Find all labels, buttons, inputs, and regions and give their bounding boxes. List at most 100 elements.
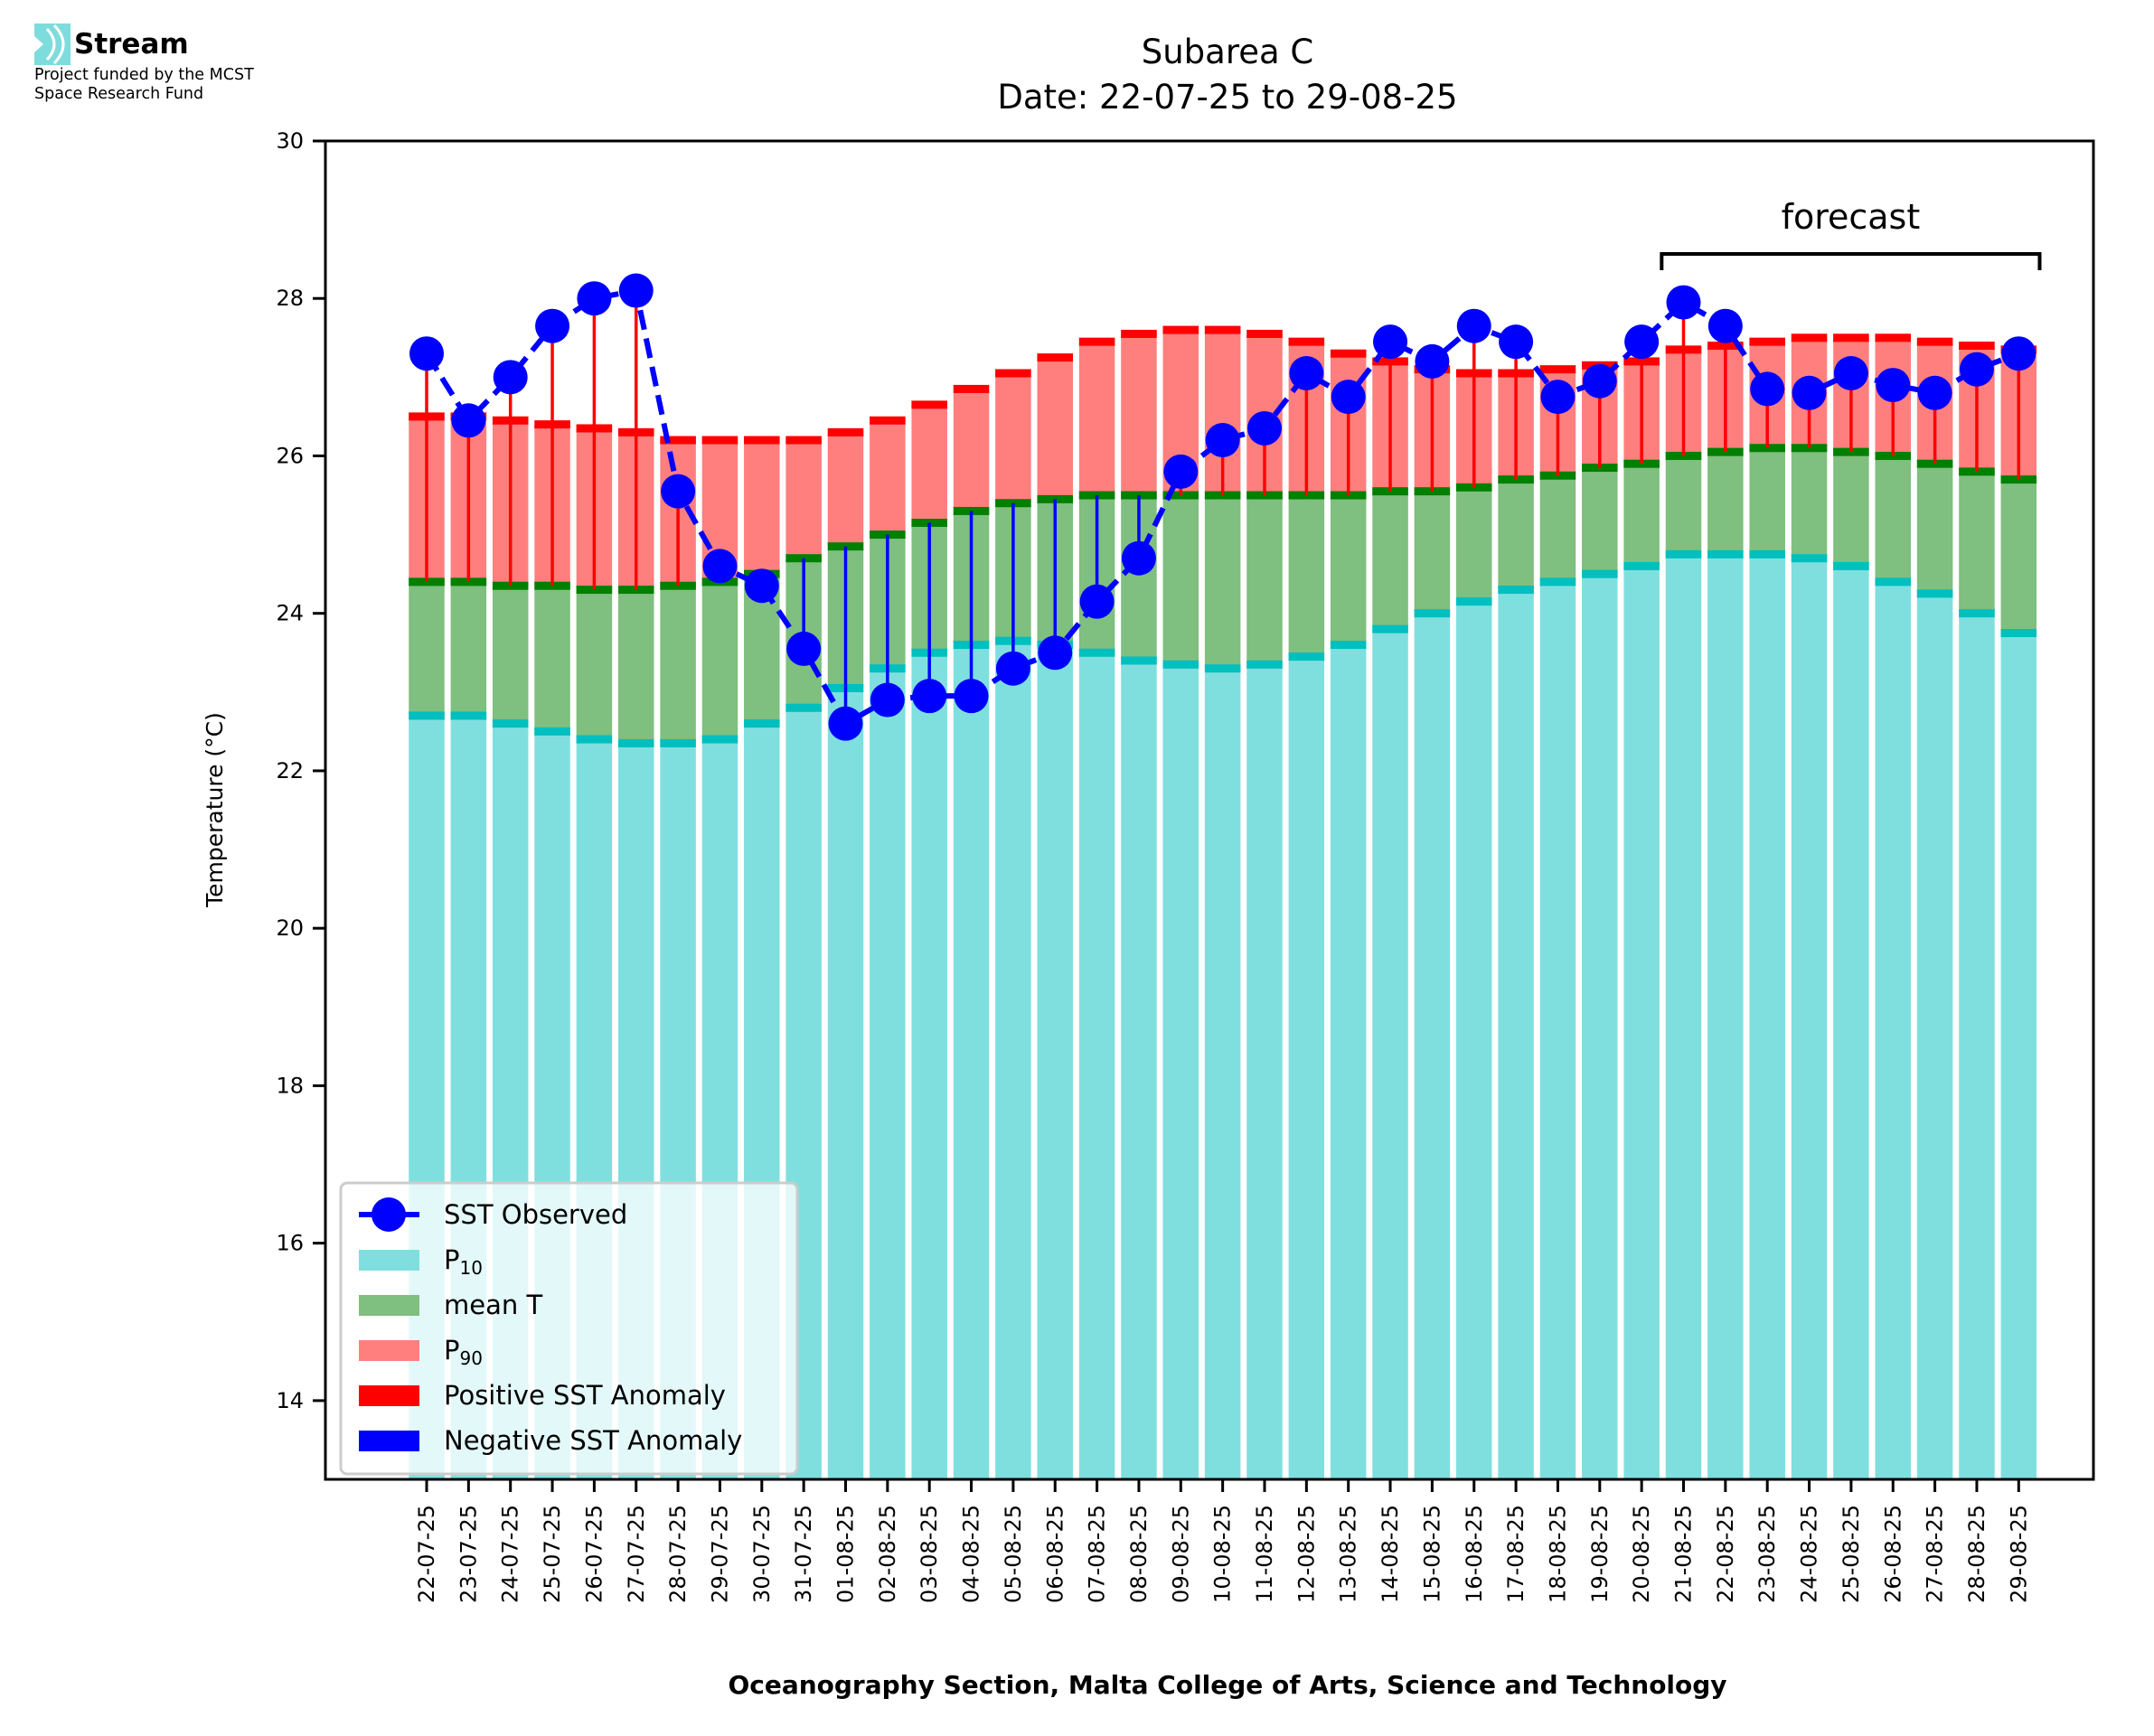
bar-edge-p90 (995, 369, 1031, 378)
sst-observed-point (1582, 363, 1617, 399)
x-tick-label: 13-08-25 (1336, 1505, 1361, 1603)
bar-edge-p10 (617, 738, 654, 747)
bar-p10 (1789, 557, 1829, 1481)
x-tick-label: 04-08-25 (959, 1505, 984, 1603)
sst-observed-point (1707, 308, 1743, 343)
x-tick-label: 06-08-25 (1042, 1505, 1068, 1603)
sst-observed-point (1624, 324, 1660, 360)
bar-edge-p90 (1078, 337, 1115, 346)
bar-p10 (1035, 643, 1076, 1481)
axes: 14 16 18 20 22 24 26 28 30 22-07-25 23-07-25 24-07-… (276, 128, 2095, 1603)
legend-swatch (359, 1431, 419, 1451)
bar-edge-p10 (1498, 586, 1534, 595)
sst-observed-point (1917, 375, 1952, 410)
bar-p10 (1914, 592, 1955, 1481)
bar-edge-p90 (1875, 333, 1912, 343)
legend-box (339, 1181, 799, 1476)
bar-edge-p10 (534, 727, 570, 736)
bar-p10 (1663, 553, 1704, 1481)
bar-edge-p10 (1078, 648, 1115, 657)
sst-observed-point (828, 706, 863, 741)
sst-observed-point (1331, 380, 1366, 415)
sst-observed-point (409, 336, 444, 371)
x-tick-label: 22-08-25 (1713, 1505, 1738, 1603)
x-tick-label: 10-08-25 (1210, 1505, 1236, 1603)
bar-p10 (1999, 632, 2039, 1481)
bar-edge-p90 (1037, 353, 1074, 362)
bar-edge-p10 (1875, 577, 1912, 586)
forecast-label: forecast (1782, 197, 1921, 237)
bar-p10 (1244, 663, 1285, 1481)
bar-edge-p90 (1749, 337, 1785, 346)
sst-observed-point (577, 281, 612, 316)
sst-observed-point (1876, 368, 1911, 403)
y-tick-label: 14 (276, 1388, 304, 1413)
x-tick-label: 23-07-25 (456, 1505, 481, 1603)
bar-edge-p10 (1162, 660, 1199, 669)
bar-edge-p10 (1204, 664, 1241, 673)
legend-label: mean T (444, 1290, 542, 1320)
x-tick-label: 25-07-25 (540, 1505, 565, 1603)
legend-label: Negative SST Anomaly (444, 1425, 742, 1456)
bar-edge-p10 (1916, 589, 1953, 598)
bar-edge-p10 (1372, 624, 1408, 633)
sst-observed-point (451, 403, 486, 438)
bar-edge-p90 (1916, 337, 1953, 346)
bar-edge-p10 (409, 711, 445, 720)
bar-p10 (1161, 663, 1201, 1481)
legend-swatch (359, 1295, 419, 1316)
sst-observed-point (1833, 355, 1868, 390)
bar-edge-p10 (1455, 597, 1492, 606)
bar-p10 (1579, 572, 1621, 1481)
bar-edge-p90 (1959, 342, 1995, 351)
x-tick-label: 20-08-25 (1629, 1505, 1654, 1603)
bar-p10 (992, 639, 1034, 1481)
sst-observed-point (493, 360, 528, 395)
sst-observed-point (1121, 540, 1156, 576)
sst-observed-point (870, 682, 905, 718)
bar-edge-p10 (1582, 569, 1618, 578)
bar-edge-p10 (1288, 652, 1325, 662)
x-tick-label: 15-08-25 (1419, 1505, 1444, 1603)
y-tick-label: 22 (276, 758, 304, 784)
bar-p10 (1118, 659, 1160, 1481)
sst-observed-point (1163, 454, 1199, 489)
bar-edge-p90 (911, 400, 947, 409)
forecast-bracket (1660, 252, 2042, 270)
legend-swatch (359, 1340, 419, 1361)
sst-observed-point (1247, 410, 1282, 446)
sst-observed-point (2001, 336, 2036, 371)
x-tick-label: 24-07-25 (498, 1505, 523, 1603)
x-tick-label: 03-08-25 (917, 1505, 942, 1603)
sst-observed-point (1959, 352, 1994, 387)
legend-marker-swatch (372, 1197, 406, 1232)
bar-edge-p10 (744, 719, 780, 728)
bar-edge-p10 (1749, 549, 1785, 558)
sst-observed-point (1540, 380, 1576, 415)
chart-subtitle: Date: 22-07-25 to 29-08-25 (997, 78, 1457, 117)
x-tick-label: 25-08-25 (1839, 1505, 1864, 1603)
sst-observed-point (954, 679, 989, 714)
x-axis-label: Oceanography Section, Malta College of A… (728, 1670, 1726, 1700)
bar-edge-p10 (1833, 561, 1869, 570)
bar-edge-p10 (576, 735, 613, 744)
x-tick-label: 31-07-25 (791, 1505, 816, 1603)
bar-edge-p90 (1833, 333, 1869, 343)
bar-p10 (1495, 588, 1537, 1481)
sst-observed-point (661, 474, 696, 509)
sst-observed-point (1792, 375, 1827, 410)
bar-edge-p90 (827, 427, 864, 436)
sst-observed-point (618, 273, 654, 308)
x-tick-label: 14-08-25 (1378, 1505, 1403, 1603)
sst-observed-point (1205, 423, 1240, 458)
x-tick-label: 01-08-25 (833, 1505, 859, 1603)
bar-p10 (1077, 652, 1117, 1481)
bar-p10 (1705, 553, 1746, 1481)
bar-p10 (1956, 612, 1998, 1481)
sst-observed-point (702, 549, 738, 584)
bar-edge-p10 (1959, 609, 1995, 618)
sst-observed-point (1373, 324, 1408, 360)
x-tick-label: 16-08-25 (1462, 1505, 1487, 1603)
bar-p10 (1830, 565, 1872, 1481)
